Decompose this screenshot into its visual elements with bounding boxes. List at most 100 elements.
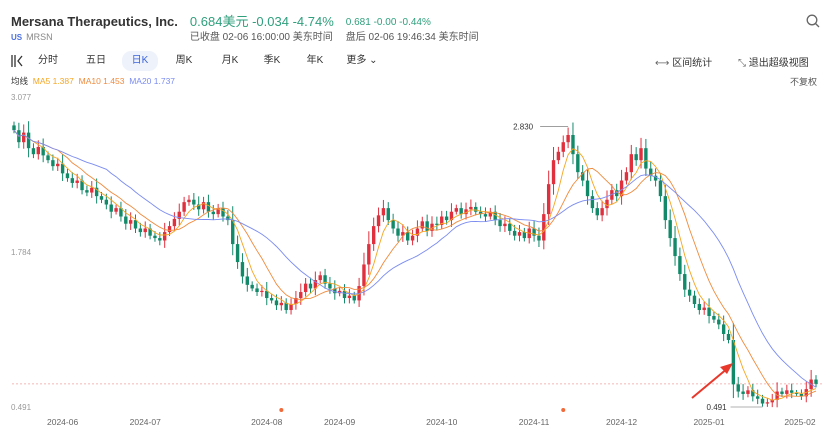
- exit-super-view-button[interactable]: ⤡ 退出超级视图: [738, 58, 809, 69]
- candle-body: [770, 399, 774, 403]
- candle-body: [731, 339, 736, 385]
- candle: [133, 214, 138, 234]
- candle-body: [279, 302, 284, 306]
- search-icon[interactable]: [806, 14, 820, 28]
- candle: [551, 146, 556, 195]
- last-price: 0.684美元: [189, 14, 249, 29]
- candle: [114, 204, 118, 215]
- candle: [158, 232, 162, 246]
- candle-body: [406, 232, 410, 241]
- candle: [483, 207, 488, 222]
- shrink-icon: ⤡: [738, 58, 749, 69]
- candle-body: [799, 393, 804, 397]
- candle-body: [678, 256, 682, 275]
- candle-body: [46, 155, 50, 161]
- candle-body: [265, 290, 269, 299]
- candle: [712, 311, 716, 323]
- price-quote: 0.684美元 -0.034 -4.74%: [190, 12, 334, 31]
- tab-2[interactable]: 日K: [122, 51, 158, 71]
- candle-body: [124, 216, 128, 224]
- candle-body: [483, 214, 488, 217]
- candle-body: [785, 390, 789, 394]
- candle-body: [114, 208, 118, 212]
- candle: [36, 140, 41, 160]
- tab-1[interactable]: 五日: [86, 55, 106, 66]
- candle: [294, 290, 298, 310]
- candle: [522, 227, 527, 242]
- candle: [629, 144, 633, 180]
- candle-body: [760, 398, 765, 404]
- candle: [600, 200, 604, 222]
- candle: [673, 225, 677, 266]
- tab-5[interactable]: 季K: [263, 55, 281, 66]
- candle-body: [294, 298, 298, 305]
- after-change: -0.00: [373, 17, 397, 28]
- tab-6[interactable]: 年K: [306, 55, 324, 66]
- candle: [221, 201, 225, 222]
- candle-body: [216, 208, 220, 215]
- candle: [177, 203, 181, 226]
- candle-body: [70, 178, 75, 183]
- candle-body: [712, 316, 716, 320]
- candle-body: [235, 244, 240, 263]
- candle-body: [211, 211, 215, 215]
- candle-body: [172, 218, 177, 227]
- candle: [459, 202, 463, 219]
- candle: [692, 290, 697, 308]
- collapse-sidebar-icon[interactable]: [11, 54, 25, 68]
- candle: [746, 386, 750, 398]
- candle-body: [542, 214, 546, 241]
- candle-body: [187, 199, 191, 203]
- candle-body: [498, 220, 502, 227]
- candle-body: [649, 168, 653, 176]
- ma-label: 均线: [11, 76, 29, 86]
- after-hours-quote: 0.681 -0.00 -0.44%: [346, 12, 479, 31]
- candle: [449, 203, 454, 227]
- candle-body: [386, 208, 390, 221]
- candle-body: [522, 232, 527, 239]
- candle-body: [658, 180, 663, 197]
- tab-7[interactable]: 更多 ⌄: [346, 55, 378, 66]
- candle-body: [493, 211, 497, 221]
- x-tick-label: 2024-08: [251, 417, 282, 427]
- candle: [371, 217, 376, 251]
- candle: [546, 170, 551, 225]
- ma10-line: [13, 129, 817, 397]
- candle-body: [571, 135, 575, 155]
- candle: [508, 218, 512, 236]
- candle-body: [328, 283, 332, 289]
- candle: [488, 207, 493, 220]
- candle: [323, 268, 327, 289]
- candle: [255, 283, 259, 296]
- tab-4[interactable]: 月K: [221, 55, 239, 66]
- candle: [435, 216, 439, 231]
- candle-body: [600, 208, 604, 216]
- candle-body: [260, 290, 264, 293]
- candle: [702, 301, 706, 315]
- candle-body: [352, 295, 356, 301]
- x-tick-label: 2025-02: [784, 417, 815, 427]
- candle: [260, 285, 264, 297]
- candle: [22, 124, 26, 149]
- candle-body: [629, 154, 633, 173]
- candle-body: [153, 235, 157, 239]
- tab-0[interactable]: 分时: [38, 55, 58, 66]
- ma20-line: [13, 129, 817, 388]
- candle-body: [765, 402, 770, 404]
- candle: [182, 196, 186, 216]
- tab-3[interactable]: 周K: [175, 55, 193, 66]
- candle: [265, 281, 269, 306]
- candle-body: [201, 202, 206, 210]
- range-stat-button[interactable]: ⟷ 区间统计: [655, 58, 713, 69]
- candle-body: [342, 290, 347, 299]
- candle: [561, 135, 565, 158]
- candle-body: [707, 307, 711, 317]
- candle-body: [619, 180, 624, 197]
- candle-body: [687, 289, 692, 296]
- candle-body: [133, 220, 138, 229]
- adjust-select[interactable]: 不复权: [790, 77, 818, 87]
- candle-body: [22, 132, 26, 143]
- candle: [226, 210, 230, 226]
- candle-body: [440, 216, 444, 225]
